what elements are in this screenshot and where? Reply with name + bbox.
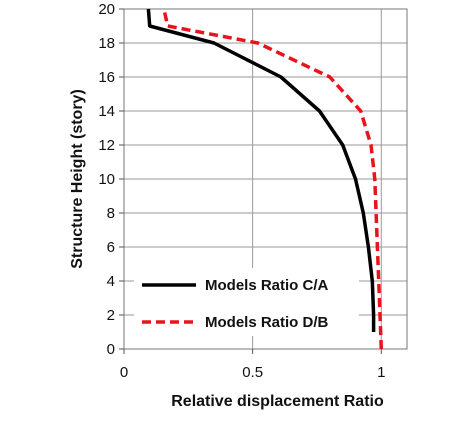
legend-background: [134, 268, 359, 336]
x-tick-label: 0.5: [242, 364, 263, 381]
y-tick-label: 2: [107, 307, 115, 324]
legend-label-d-b: Models Ratio D/B: [205, 314, 329, 331]
y-tick-label: 14: [98, 103, 115, 120]
y-tick-label: 4: [107, 273, 115, 290]
y-tick-label: 16: [98, 69, 115, 86]
y-axis-ticks: 0 2 4 6 8 10 12 14 16 18 20: [98, 1, 124, 358]
x-axis-ticks: 0 0.5 1: [120, 349, 385, 381]
y-axis-title: Structure Height (story): [69, 89, 86, 269]
legend-label-c-a: Models Ratio C/A: [205, 277, 329, 294]
series-line-1: [162, 8, 384, 350]
x-axis-title: Relative displacement Ratio: [171, 393, 384, 410]
series-lines: [146, 8, 384, 350]
y-tick-label: 18: [98, 35, 115, 52]
y-tick-label: 6: [107, 239, 115, 256]
y-tick-label: 20: [98, 1, 115, 18]
x-tick-label: 1: [377, 364, 385, 381]
y-tick-label: 10: [98, 171, 115, 188]
y-tick-label: 8: [107, 205, 115, 222]
series-line-0: [146, 8, 376, 332]
y-tick-label: 12: [98, 137, 115, 154]
x-tick-label: 0: [120, 364, 128, 381]
y-tick-label: 0: [107, 341, 115, 358]
legend: Models Ratio C/A Models Ratio D/B: [134, 268, 359, 336]
